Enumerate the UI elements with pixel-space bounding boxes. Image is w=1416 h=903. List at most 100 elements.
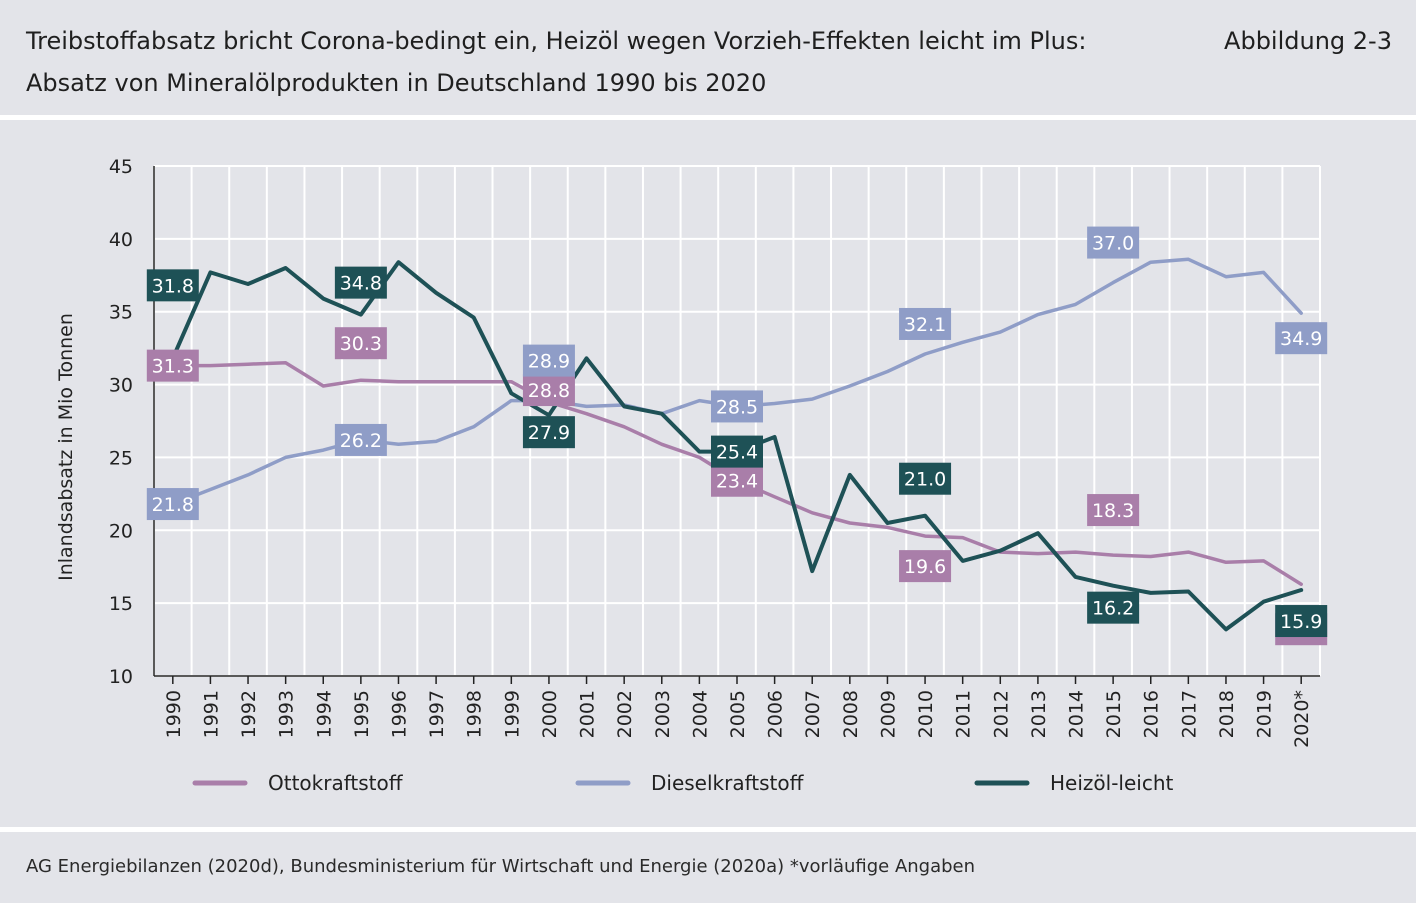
x-tick-label: 2001 [577, 690, 599, 738]
x-tick-label: 1993 [276, 690, 298, 738]
data-label-text: 21.0 [904, 469, 946, 491]
data-label-box [334, 423, 387, 456]
data-label: 27.9 [522, 416, 575, 449]
data-label-box [711, 390, 763, 423]
y-tick-label: 45 [109, 156, 133, 178]
x-tick-label: 1994 [313, 690, 335, 738]
x-tick-label: 1999 [501, 690, 523, 738]
data-label: 21.0 [899, 462, 952, 495]
data-label-box [522, 344, 575, 377]
y-tick-label: 35 [109, 302, 133, 324]
data-label: 16.2 [1087, 591, 1140, 624]
data-label-box [146, 488, 199, 521]
data-label-text: 28.8 [528, 380, 570, 402]
data-label-box [334, 266, 387, 299]
data-label-text: 31.8 [152, 275, 194, 297]
data-label: 19.6 [899, 550, 952, 583]
data-label-box [1275, 605, 1328, 638]
bottom-divider [0, 827, 1416, 832]
data-label: 18.3 [1087, 494, 1140, 527]
data-label-text: 28.5 [716, 396, 758, 418]
x-tick-label: 2010 [915, 690, 937, 738]
data-label: 21.8 [146, 488, 199, 521]
data-label-text: 19.6 [904, 556, 946, 578]
x-tick-label: 1991 [200, 690, 222, 738]
data-label-text: 30.3 [340, 333, 382, 355]
title-line-1: Treibstoffabsatz bricht Corona-bedingt e… [26, 27, 1087, 55]
x-tick-label: 2019 [1254, 690, 1276, 738]
x-tick-label: 1996 [388, 690, 410, 738]
x-tick-label: 2009 [877, 690, 899, 738]
data-label-text: 28.9 [528, 351, 570, 373]
data-label: 32.1 [899, 307, 952, 340]
x-tick-label: 2002 [614, 690, 636, 738]
data-label-text: 34.8 [340, 273, 382, 295]
line-chart: 10 15 20 25 30 35 40 45 1990 1991 1992 1993 1994 1995… [55, 156, 1328, 795]
x-tick-label: 1995 [351, 690, 373, 738]
x-tick-label: 2005 [727, 690, 749, 738]
data-label-box [1275, 322, 1328, 355]
figure-label: Abbildung 2-3 [1224, 27, 1392, 55]
y-tick-label: 25 [109, 447, 133, 469]
y-axis-label: Inlandsabsatz in Mio Tonnen [55, 313, 77, 581]
data-label-box [334, 327, 387, 360]
y-tick-label: 40 [109, 229, 133, 251]
data-label-text: 23.4 [716, 471, 758, 493]
x-tick-label: 2004 [689, 690, 711, 738]
data-label-text: 32.1 [904, 314, 946, 336]
source-note: AG Energiebilanzen (2020d), Bundesminist… [26, 856, 976, 877]
data-label-box [522, 374, 575, 407]
data-label: 25.4 [711, 435, 763, 468]
data-labels: 31.330.328.823.419.618.316.321.826.228.9… [146, 226, 1328, 646]
data-label-text: 15.9 [1280, 611, 1322, 633]
x-tick-label: 1997 [426, 690, 448, 738]
x-tick-label: 2006 [765, 690, 787, 738]
x-tick-label: 2007 [802, 690, 824, 738]
x-tick-label: 2017 [1178, 690, 1200, 738]
data-label-box [899, 307, 952, 340]
x-tick-label: 2015 [1103, 690, 1125, 738]
y-tick-label: 30 [109, 375, 133, 397]
data-label-box [711, 464, 763, 497]
data-label: 28.8 [522, 374, 575, 407]
x-tick-label: 2013 [1028, 690, 1050, 738]
data-label-box [146, 269, 199, 302]
x-tick-label: 2011 [953, 690, 975, 738]
data-label-box [522, 416, 575, 449]
legend-label: Ottokraftstoff [268, 771, 404, 795]
data-label-box [146, 349, 199, 382]
legend-label: Heizöl-leicht [1050, 771, 1173, 795]
data-label-box [1087, 226, 1140, 259]
x-tick-label: 2000 [539, 690, 561, 738]
data-label-text: 16.2 [1092, 598, 1134, 620]
x-tick-label: 1992 [238, 690, 260, 738]
x-tick-label: 2003 [652, 690, 674, 738]
x-tick-label: 2020* [1291, 690, 1313, 748]
chart-title: Treibstoffabsatz bricht Corona-bedingt e… [26, 20, 1406, 104]
data-label-text: 25.4 [716, 442, 758, 464]
data-label: 31.8 [146, 269, 199, 302]
data-label-box [899, 550, 952, 583]
x-tick-label: 2016 [1141, 690, 1163, 738]
x-tick-label: 1998 [464, 690, 486, 738]
chart-legend: Ottokraftstoff Dieselkraftstoff Heizöl-lei… [192, 771, 1173, 795]
data-label: 30.3 [334, 327, 387, 360]
data-label-text: 26.2 [340, 430, 382, 452]
data-label-text: 37.0 [1092, 233, 1134, 255]
legend-label: Dieselkraftstoff [651, 771, 805, 795]
x-tick-label: 2018 [1216, 690, 1238, 738]
data-label-text: 27.9 [528, 422, 570, 444]
data-label-text: 34.9 [1280, 328, 1322, 350]
top-divider [0, 115, 1416, 120]
data-label-box [899, 462, 952, 495]
data-label-box [711, 435, 763, 468]
x-tick-label: 2012 [990, 690, 1012, 738]
data-label-box [1087, 494, 1140, 527]
data-label-text: 21.8 [152, 494, 194, 516]
data-label: 23.4 [711, 464, 763, 497]
y-tick-label: 10 [109, 666, 133, 688]
data-label: 26.2 [334, 423, 387, 456]
data-label: 31.3 [146, 349, 199, 382]
data-label-text: 18.3 [1092, 500, 1134, 522]
data-label-text: 31.3 [152, 356, 194, 378]
